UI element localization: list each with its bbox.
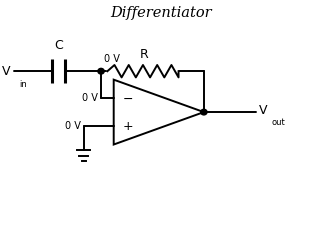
Text: 0 V: 0 V	[65, 121, 81, 131]
Text: $-$: $-$	[122, 91, 133, 104]
Text: in: in	[20, 80, 27, 89]
Circle shape	[201, 109, 207, 115]
Text: V: V	[259, 104, 268, 117]
Text: Differentiator: Differentiator	[110, 6, 212, 20]
Text: 0 V: 0 V	[104, 54, 120, 64]
Text: 0 V: 0 V	[82, 93, 98, 103]
Text: V: V	[3, 65, 11, 78]
Text: out: out	[272, 118, 286, 127]
Text: $+$: $+$	[122, 120, 133, 133]
Text: C: C	[54, 39, 63, 52]
Circle shape	[98, 68, 104, 74]
Text: R: R	[140, 48, 148, 61]
